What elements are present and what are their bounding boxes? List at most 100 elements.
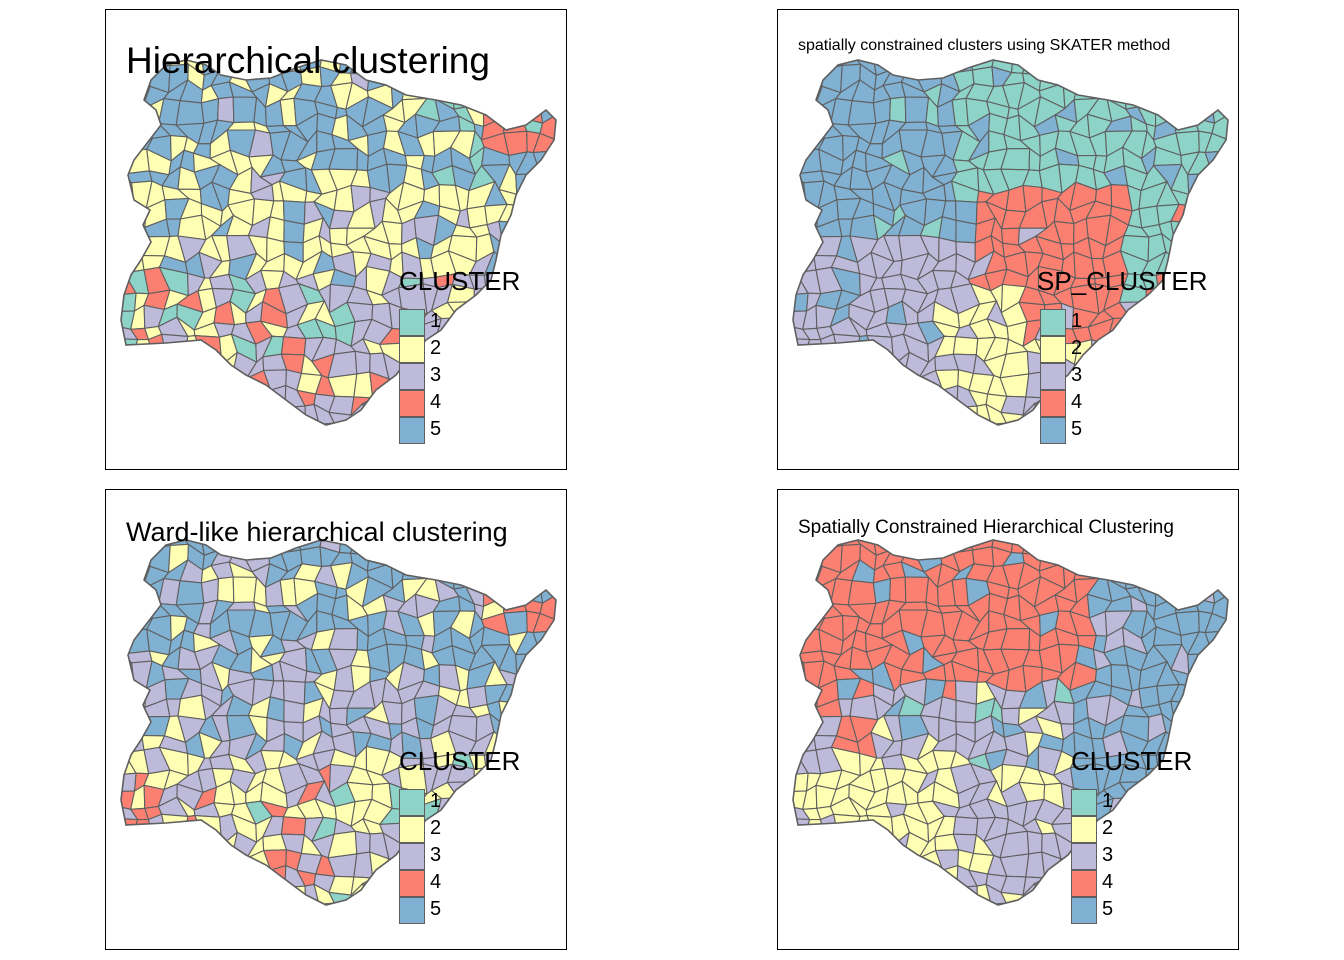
district-polygon — [128, 906, 150, 925]
district-polygon — [1233, 917, 1239, 946]
district-polygon — [854, 906, 878, 927]
district-polygon — [536, 235, 556, 261]
district-polygon — [265, 443, 290, 463]
district-polygon — [522, 235, 543, 261]
district-polygon — [1189, 67, 1219, 91]
district-polygon — [1112, 74, 1127, 90]
district-polygon — [1071, 547, 1096, 568]
district-polygon — [133, 848, 149, 876]
district-polygon — [182, 426, 206, 447]
district-polygon — [1230, 657, 1239, 675]
district-polygon — [954, 419, 979, 425]
district-polygon — [1111, 941, 1130, 950]
legend-swatch — [1040, 336, 1066, 363]
legend-swatch — [1040, 390, 1066, 417]
district-polygon — [813, 848, 839, 876]
district-polygon — [161, 813, 189, 844]
district-polygon — [175, 858, 206, 880]
district-polygon — [781, 910, 808, 925]
district-polygon — [148, 426, 165, 445]
district-polygon — [558, 114, 567, 143]
district-polygon — [259, 884, 289, 904]
district-polygon — [132, 873, 143, 892]
district-polygon — [197, 924, 222, 943]
district-polygon — [812, 409, 845, 425]
district-polygon — [243, 445, 268, 460]
district-polygon — [184, 401, 207, 425]
district-polygon — [793, 817, 811, 844]
district-polygon — [802, 352, 825, 373]
district-polygon — [140, 392, 173, 412]
district-polygon — [1039, 919, 1064, 946]
district-polygon — [280, 462, 301, 470]
district-polygon — [182, 924, 198, 943]
district-polygon — [284, 405, 307, 424]
district-polygon — [793, 408, 806, 425]
district-polygon — [558, 579, 567, 595]
district-polygon — [833, 333, 861, 364]
district-polygon — [1174, 718, 1199, 743]
district-polygon — [793, 337, 811, 364]
district-polygon — [1033, 883, 1061, 905]
district-polygon — [283, 219, 305, 244]
district-polygon — [883, 882, 908, 905]
district-polygon — [904, 882, 919, 905]
district-polygon — [498, 457, 527, 470]
district-polygon — [198, 374, 222, 400]
district-polygon — [984, 902, 1014, 905]
district-polygon — [804, 873, 815, 892]
district-polygon — [952, 336, 979, 356]
district-polygon — [197, 460, 216, 470]
district-polygon — [888, 920, 905, 946]
district-polygon — [156, 871, 189, 892]
district-polygon — [966, 444, 985, 465]
district-polygon — [122, 106, 154, 117]
district-polygon — [243, 925, 268, 940]
district-polygon — [147, 353, 168, 372]
district-polygon — [1169, 583, 1196, 599]
district-polygon — [1239, 561, 1240, 587]
district-polygon — [793, 137, 805, 151]
district-polygon — [833, 909, 857, 927]
district-polygon — [1173, 542, 1197, 562]
district-polygon — [852, 940, 875, 950]
district-polygon — [551, 684, 556, 706]
district-polygon — [265, 923, 290, 943]
district-polygon — [805, 848, 821, 876]
district-polygon — [332, 438, 357, 465]
district-polygon — [869, 940, 888, 950]
district-polygon — [796, 62, 823, 93]
district-polygon — [127, 889, 150, 905]
district-polygon — [1062, 457, 1071, 470]
district-polygon — [481, 559, 506, 586]
district-polygon — [795, 115, 825, 143]
district-polygon — [984, 422, 1014, 425]
district-polygon — [198, 359, 223, 381]
district-polygon — [1071, 67, 1096, 88]
district-polygon — [819, 833, 840, 852]
district-polygon — [1152, 62, 1178, 91]
legend-swatch — [1071, 870, 1097, 897]
district-polygon — [180, 460, 203, 470]
district-polygon — [121, 254, 128, 274]
district-polygon — [869, 906, 894, 924]
district-polygon — [880, 854, 904, 879]
district-polygon — [812, 889, 845, 905]
district-polygon — [312, 422, 342, 425]
district-polygon — [531, 680, 555, 702]
district-polygon — [121, 888, 134, 905]
district-polygon — [1039, 457, 1064, 470]
district-polygon — [440, 554, 455, 570]
district-polygon — [515, 199, 539, 224]
district-polygon — [1112, 554, 1127, 570]
district-polygon — [354, 438, 368, 465]
district-polygon — [914, 418, 938, 425]
district-polygon — [931, 404, 961, 424]
district-polygon — [889, 576, 907, 604]
district-polygon — [533, 68, 556, 91]
district-polygon — [795, 148, 823, 175]
district-polygon — [1122, 548, 1151, 564]
district-polygon — [515, 99, 544, 124]
district-polygon — [880, 374, 904, 399]
district-polygon — [367, 937, 392, 950]
